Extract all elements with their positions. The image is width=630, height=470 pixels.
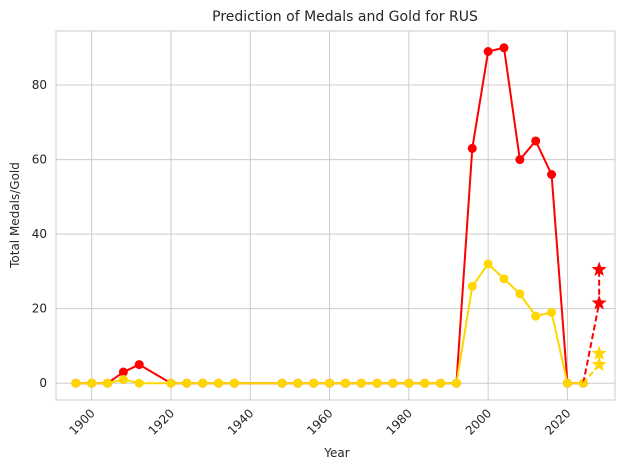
- x-tick-label: 1900: [66, 406, 97, 437]
- data-point: [547, 307, 557, 317]
- data-point: [87, 378, 97, 388]
- data-point: [134, 360, 144, 370]
- x-tick-label: 1980: [383, 406, 414, 437]
- data-point: [531, 136, 541, 146]
- y-tick-label: 60: [32, 153, 47, 167]
- data-point: [547, 170, 557, 179]
- data-layer: [71, 43, 607, 388]
- data-point: [451, 378, 461, 388]
- data-point: [229, 378, 239, 388]
- data-point: [483, 47, 493, 56]
- data-point: [214, 378, 224, 388]
- data-point: [372, 378, 382, 388]
- data-point: [515, 155, 525, 165]
- data-point: [118, 367, 128, 377]
- prediction-star: [591, 356, 607, 372]
- data-point: [166, 378, 176, 388]
- plot-frame: [55, 30, 616, 401]
- data-point: [103, 378, 113, 388]
- chart-title: Prediction of Medals and Gold for RUS: [212, 9, 478, 25]
- y-tick-label: 0: [39, 376, 47, 390]
- data-point: [388, 378, 398, 388]
- data-point: [404, 378, 414, 388]
- data-point: [420, 378, 430, 388]
- data-point: [71, 378, 81, 388]
- data-point: [277, 378, 287, 388]
- y-axis-label: Total Medals/Gold: [8, 162, 22, 269]
- y-tick-label: 40: [32, 227, 47, 241]
- data-point: [531, 311, 541, 321]
- data-point: [483, 259, 493, 269]
- data-point: [340, 378, 350, 388]
- data-point: [499, 43, 509, 53]
- x-tick-label: 1960: [304, 406, 335, 437]
- y-tick-label: 80: [32, 78, 47, 92]
- data-point: [118, 375, 128, 384]
- prediction-star: [591, 345, 607, 360]
- data-point: [293, 378, 303, 388]
- x-tick-label: 1920: [146, 406, 177, 437]
- data-point: [499, 274, 509, 284]
- data-point: [325, 378, 335, 388]
- data-point: [198, 378, 208, 388]
- prediction-star: [591, 261, 607, 277]
- data-point: [182, 378, 192, 388]
- x-axis-label: Year: [323, 446, 349, 460]
- data-point: [356, 378, 366, 388]
- grid-layer: [55, 30, 616, 401]
- x-tick-label: 2000: [463, 406, 494, 437]
- data-point: [562, 378, 572, 388]
- x-tick-label: 2020: [542, 406, 573, 437]
- data-point: [515, 289, 525, 299]
- y-tick-label: 20: [32, 302, 47, 316]
- data-point: [309, 378, 319, 388]
- data-point: [134, 378, 144, 388]
- x-tick-label: 1940: [225, 406, 256, 437]
- data-point: [467, 143, 477, 153]
- prediction-star: [591, 295, 607, 310]
- data-point: [467, 281, 477, 291]
- data-point: [436, 378, 446, 388]
